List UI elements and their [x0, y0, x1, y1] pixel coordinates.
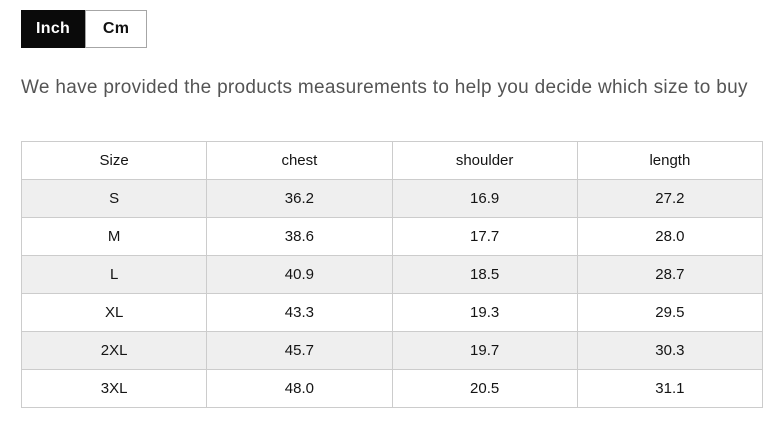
cell-size: 2XL [20, 331, 208, 371]
cell-length: 31.1 [576, 369, 764, 409]
cell-shoulder: 16.9 [391, 179, 578, 219]
cell-length: 28.7 [576, 255, 764, 295]
size-table: Size chest shoulder length S 36.2 16.9 2… [20, 141, 764, 409]
cell-shoulder: 17.7 [391, 217, 578, 257]
column-header-chest: chest [206, 141, 393, 181]
table-row-m: M 38.6 17.7 28.0 [20, 217, 764, 257]
table-row-3xl: 3XL 48.0 20.5 31.1 [20, 369, 764, 409]
cell-length: 28.0 [576, 217, 764, 257]
cell-shoulder: 19.3 [391, 293, 578, 333]
cell-size: L [20, 255, 208, 295]
cell-size: 3XL [20, 369, 208, 409]
cell-shoulder: 18.5 [391, 255, 578, 295]
cell-shoulder: 19.7 [391, 331, 578, 371]
table-row-s: S 36.2 16.9 27.2 [20, 179, 764, 219]
cell-chest: 36.2 [206, 179, 393, 219]
cell-length: 27.2 [576, 179, 764, 219]
cell-chest: 48.0 [206, 369, 393, 409]
cell-chest: 45.7 [206, 331, 393, 371]
cell-size: S [20, 179, 208, 219]
column-header-length: length [576, 141, 764, 181]
cell-chest: 38.6 [206, 217, 393, 257]
table-row-xl: XL 43.3 19.3 29.5 [20, 293, 764, 333]
cell-size: XL [20, 293, 208, 333]
unit-toggle: Inch Cm [21, 10, 148, 48]
unit-inch-button[interactable]: Inch [21, 10, 86, 48]
cell-size: M [20, 217, 208, 257]
cell-chest: 43.3 [206, 293, 393, 333]
size-guide-description: We have provided the products measuremen… [21, 77, 748, 98]
cell-chest: 40.9 [206, 255, 393, 295]
cell-shoulder: 20.5 [391, 369, 578, 409]
table-row-l: L 40.9 18.5 28.7 [20, 255, 764, 295]
column-header-shoulder: shoulder [391, 141, 578, 181]
column-header-size: Size [20, 141, 208, 181]
unit-cm-button[interactable]: Cm [85, 10, 148, 48]
cell-length: 30.3 [576, 331, 764, 371]
cell-length: 29.5 [576, 293, 764, 333]
table-header-row: Size chest shoulder length [20, 141, 764, 181]
table-row-2xl: 2XL 45.7 19.7 30.3 [20, 331, 764, 371]
